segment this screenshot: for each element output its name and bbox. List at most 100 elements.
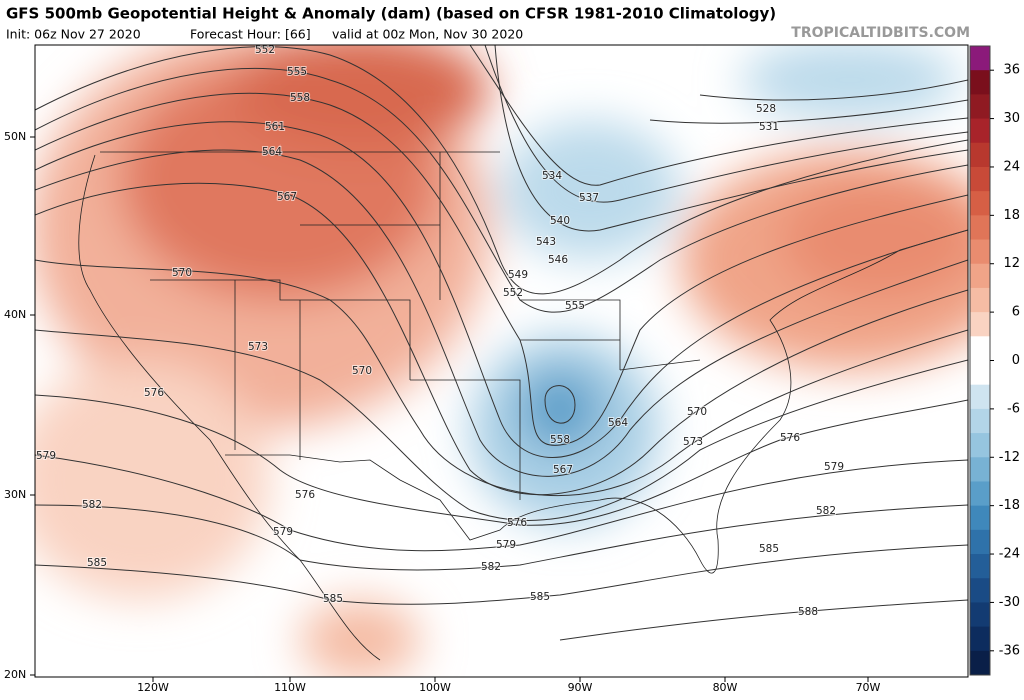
contour-label: 579: [824, 461, 844, 473]
init: Init: 06z Nov 27 2020: [6, 27, 141, 42]
colorbar-label: 6: [1012, 305, 1020, 320]
contour-label: 582: [481, 561, 501, 573]
contour-label: 543: [536, 236, 556, 248]
colorbar-label: -6: [1007, 401, 1020, 416]
colorbar-bin: [970, 578, 990, 603]
contour-label: 579: [36, 450, 56, 462]
colorbar-label: 18: [1003, 208, 1020, 223]
contour-label: 549: [508, 269, 528, 281]
contour-label: 576: [507, 517, 527, 529]
lon-label: 70W: [856, 681, 881, 694]
contour-label: 555: [565, 300, 585, 312]
colorbar-bin: [970, 142, 990, 168]
colorbar-bin: [970, 263, 990, 289]
contour-label: 567: [553, 464, 573, 476]
colorbar-bin: [970, 336, 990, 361]
contours: [35, 45, 968, 641]
contour-label: 528: [756, 103, 776, 115]
contour-label: 582: [816, 505, 836, 517]
lon-label: 120W: [137, 681, 169, 694]
colorbar-bin: [970, 602, 990, 628]
contour-label: 576: [144, 387, 164, 399]
colorbar-label: -12: [999, 450, 1020, 465]
contour-label: 546: [548, 254, 568, 266]
colorbar-bin: [970, 650, 990, 676]
contour-labels: 552 555 558 561 564 567 570 573 570 576 579 576 582 5…: [35, 44, 845, 619]
contour-label: 534: [542, 170, 562, 182]
colorbar-label: 36: [1003, 63, 1020, 78]
colorbar-bin: [970, 166, 990, 192]
colorbar-label: -24: [999, 547, 1020, 562]
contour-label: 552: [255, 44, 275, 56]
lat-label: 50N: [4, 130, 26, 143]
colorbar-bin: [970, 457, 990, 482]
contour-label: 582: [82, 499, 102, 511]
colorbar-bin: [970, 529, 990, 555]
colorbar: 36 30 24 18 12 6 0 -6 -12 -18 -24 -30 -36: [969, 45, 1020, 676]
contour-label: 573: [683, 436, 703, 448]
contour-label: 564: [262, 146, 282, 158]
contour-label: 573: [248, 341, 268, 353]
contour-label: 585: [530, 591, 550, 603]
colorbar-bin: [970, 191, 990, 216]
anomaly-shading: [35, 45, 968, 677]
colorbar-bin: [970, 433, 990, 458]
colorbar-bin: [970, 408, 990, 434]
lon-label: 110W: [274, 681, 306, 694]
colorbar-label: 24: [1003, 159, 1020, 174]
lon-label: 100W: [419, 681, 451, 694]
contour-label: 585: [759, 543, 779, 555]
map: 552 555 558 561 564 567 570 573 570 576 579 576 582 5…: [35, 44, 968, 677]
colorbar-label: 0: [1012, 353, 1020, 368]
valid-time: valid at 00z Mon, Nov 30 2020: [332, 27, 523, 42]
contour-label: 567: [277, 191, 297, 203]
lat-label: 30N: [4, 488, 26, 501]
contour-label: 585: [87, 557, 107, 569]
contour-label: 561: [265, 121, 285, 133]
contour-label: 531: [759, 121, 779, 133]
colorbar-label: 12: [1003, 256, 1020, 271]
colorbar-bin: [970, 287, 990, 313]
colorbar-bin: [970, 505, 990, 531]
contour-label: 579: [496, 539, 516, 551]
lat-label: 20N: [4, 668, 26, 681]
colorbar-bin: [970, 360, 990, 386]
colorbar-bin: [970, 94, 990, 120]
map-frame: [34, 44, 969, 678]
lon-label: 90W: [568, 681, 593, 694]
colorbar-bin: [970, 554, 990, 579]
contour-label: 558: [290, 92, 310, 104]
contour-label: 576: [295, 489, 315, 501]
contour-label: 555: [287, 66, 307, 78]
contour-label: 579: [273, 526, 293, 538]
site: TROPICALTIDBITS.COM: [791, 25, 970, 41]
contour-label: 537: [579, 192, 599, 204]
colorbar-label: -36: [999, 643, 1020, 658]
colorbar-label: -18: [999, 498, 1020, 513]
axes: 50N 40N 30N 20N 120W 110W 100W 90W 80W 70W: [4, 130, 881, 694]
contour-label: 588: [798, 606, 818, 618]
contour-label: 558: [550, 434, 570, 446]
contour-label: 570: [352, 365, 372, 377]
contour-label: 585: [323, 593, 343, 605]
colorbar-bin: [970, 626, 990, 652]
forecast-hour: Forecast Hour: [66]: [190, 27, 311, 42]
lon-label: 80W: [713, 681, 738, 694]
contour-label: 540: [550, 215, 570, 227]
colorbar-bin: [970, 70, 990, 95]
contour-label: 564: [608, 417, 628, 429]
contour-label: 552: [503, 287, 523, 299]
colorbar-bin: [970, 239, 990, 265]
colorbar-bin: [970, 118, 990, 144]
borders: [78, 151, 968, 661]
colorbar-bin: [970, 481, 990, 507]
title: GFS 500mb Geopotential Height & Anomaly …: [6, 5, 776, 23]
contour-label: 570: [172, 267, 192, 279]
contour-label: 570: [687, 406, 707, 418]
lat-label: 40N: [4, 308, 26, 321]
colorbar-bin: [970, 384, 990, 410]
colorbar-label: 30: [1003, 111, 1020, 126]
colorbar-bin: [970, 312, 990, 337]
contour-label: 576: [780, 432, 800, 444]
